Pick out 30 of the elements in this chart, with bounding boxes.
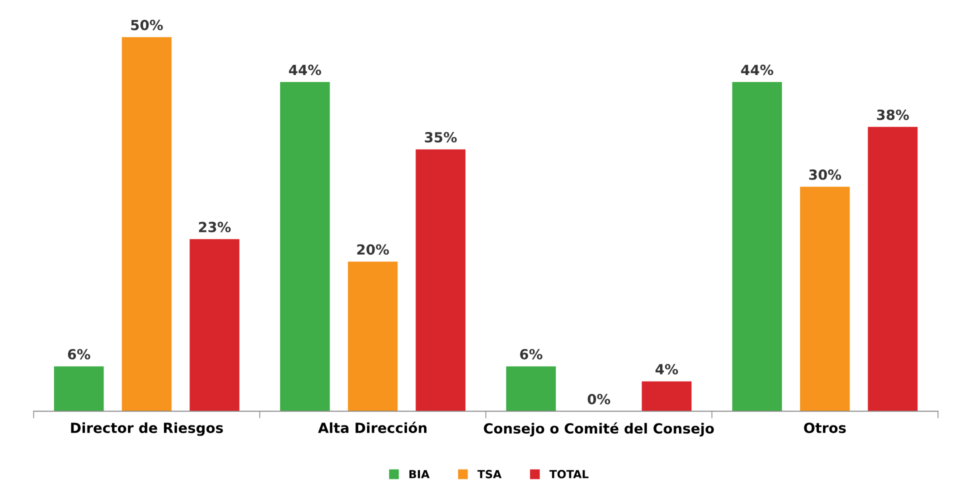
bar xyxy=(348,262,398,412)
data-label: 44% xyxy=(741,64,774,76)
bar xyxy=(122,37,172,412)
x-tick-label: Otros xyxy=(804,422,846,434)
legend-label: BIA xyxy=(409,470,430,478)
legend-label: TSA xyxy=(477,470,502,478)
data-label: 6% xyxy=(520,349,542,360)
legend-label: TOTAL xyxy=(549,470,588,478)
x-tick-label: Consejo o Comité del Consejo xyxy=(484,422,714,436)
bar xyxy=(54,366,104,412)
data-label: 38% xyxy=(877,110,909,120)
data-label: 20% xyxy=(357,244,389,255)
bar xyxy=(732,82,782,412)
data-label: 4% xyxy=(656,364,678,374)
bar xyxy=(280,82,330,412)
data-label: 6% xyxy=(68,349,90,360)
bar xyxy=(868,126,918,412)
data-label: 30% xyxy=(809,169,842,180)
data-label: 23% xyxy=(199,222,231,232)
x-tick-label: Alta Dirección xyxy=(318,422,426,434)
data-label: 44% xyxy=(288,64,322,76)
bar xyxy=(800,186,850,412)
x-tick-label: Director de Riesgos xyxy=(71,422,223,436)
bar xyxy=(642,381,692,412)
bar xyxy=(190,239,240,412)
data-label: 35% xyxy=(424,132,457,143)
bar xyxy=(416,149,466,412)
bar xyxy=(506,366,556,412)
data-label: 0% xyxy=(588,394,610,404)
data-label: 50% xyxy=(131,20,163,30)
